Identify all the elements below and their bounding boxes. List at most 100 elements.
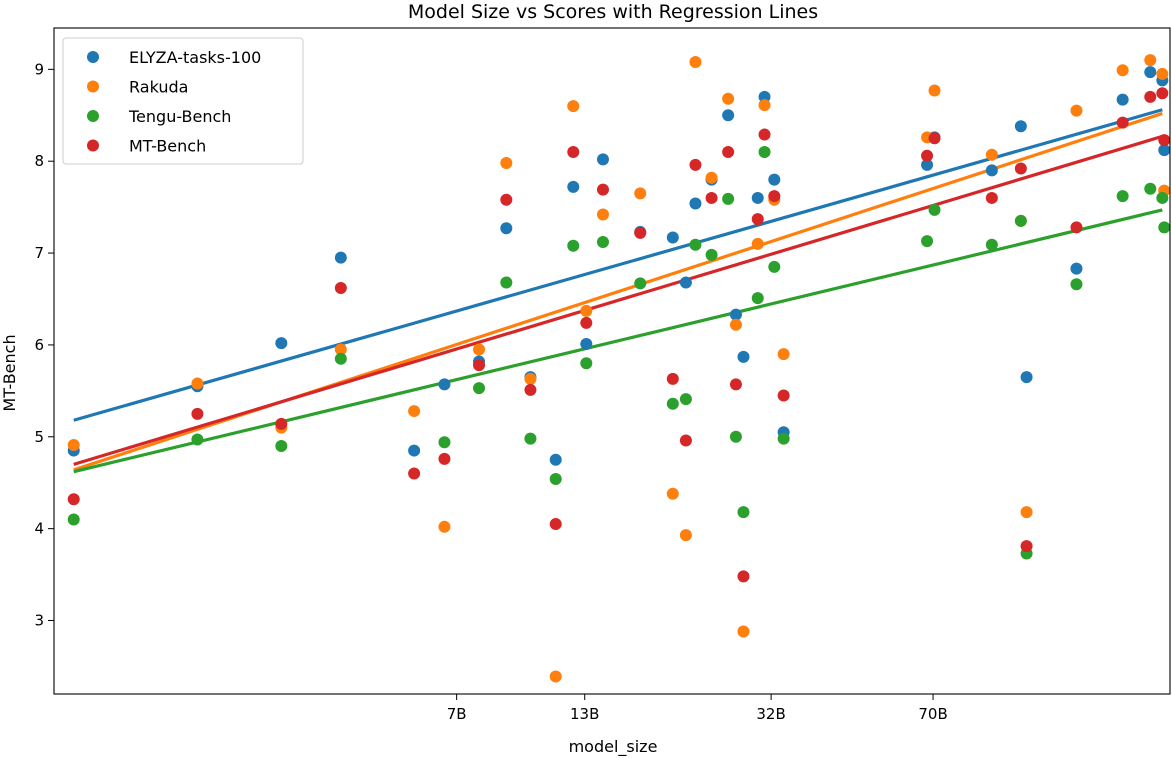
data-point bbox=[596, 236, 609, 249]
data-point bbox=[751, 237, 764, 250]
data-point bbox=[722, 109, 735, 122]
data-point bbox=[729, 430, 742, 443]
x-tick-label: 7B bbox=[447, 705, 467, 723]
data-point bbox=[580, 304, 593, 317]
data-point bbox=[985, 148, 998, 161]
x-axis-label: model_size bbox=[569, 737, 658, 757]
data-point bbox=[737, 625, 750, 638]
data-point bbox=[567, 146, 580, 159]
data-point bbox=[729, 308, 742, 321]
data-point bbox=[596, 183, 609, 196]
data-point bbox=[777, 348, 790, 361]
data-point bbox=[567, 180, 580, 193]
data-point bbox=[666, 231, 679, 244]
data-point bbox=[1156, 191, 1169, 204]
data-point bbox=[567, 100, 580, 113]
regression-line-2 bbox=[73, 208, 1163, 474]
data-point bbox=[1070, 221, 1083, 234]
data-point bbox=[722, 92, 735, 105]
data-point bbox=[928, 84, 941, 97]
data-point bbox=[334, 251, 347, 264]
data-points bbox=[67, 54, 1171, 683]
data-point bbox=[666, 372, 679, 385]
data-point bbox=[1156, 87, 1169, 100]
data-point bbox=[1158, 144, 1171, 157]
data-point bbox=[500, 276, 513, 289]
data-point bbox=[191, 407, 204, 420]
data-point bbox=[751, 191, 764, 204]
data-point bbox=[500, 193, 513, 206]
data-point bbox=[1014, 120, 1027, 133]
data-point bbox=[524, 372, 537, 385]
data-point bbox=[768, 173, 781, 186]
data-point bbox=[596, 153, 609, 166]
data-point bbox=[1144, 66, 1157, 79]
data-point bbox=[438, 520, 451, 533]
data-point bbox=[524, 432, 537, 445]
data-point bbox=[985, 164, 998, 177]
x-axis-ticks: 7B 13B 32B 70B bbox=[447, 694, 948, 723]
data-point bbox=[596, 208, 609, 221]
data-point bbox=[438, 378, 451, 391]
x-tick-label: 70B bbox=[918, 705, 947, 723]
y-axis-label: MT-Bench bbox=[0, 334, 19, 411]
data-point bbox=[1144, 182, 1157, 195]
y-tick-label: 3 bbox=[34, 612, 44, 630]
data-point bbox=[777, 432, 790, 445]
data-point bbox=[729, 378, 742, 391]
data-point bbox=[722, 146, 735, 159]
data-point bbox=[921, 158, 934, 171]
data-point bbox=[777, 389, 790, 402]
data-point bbox=[334, 352, 347, 365]
data-point bbox=[679, 393, 692, 406]
data-point bbox=[1116, 190, 1129, 203]
data-point bbox=[634, 226, 647, 239]
data-point bbox=[751, 292, 764, 305]
data-point bbox=[689, 238, 702, 251]
data-point bbox=[679, 276, 692, 289]
legend-marker bbox=[87, 110, 99, 122]
data-point bbox=[67, 513, 80, 526]
data-point bbox=[1014, 214, 1027, 227]
data-point bbox=[705, 191, 718, 204]
data-point bbox=[1116, 64, 1129, 77]
data-point bbox=[737, 350, 750, 363]
data-point bbox=[729, 318, 742, 331]
legend-label: Tengu-Bench bbox=[128, 107, 231, 126]
data-point bbox=[921, 235, 934, 248]
x-tick-label: 32B bbox=[756, 705, 785, 723]
data-point bbox=[275, 439, 288, 452]
data-point bbox=[473, 359, 486, 372]
y-axis-ticks: 3 4 5 6 7 8 9 bbox=[34, 60, 54, 630]
plot-area bbox=[53, 27, 1171, 695]
data-point bbox=[1116, 93, 1129, 106]
legend-label: ELYZA-tasks-100 bbox=[129, 48, 261, 67]
data-point bbox=[985, 238, 998, 251]
data-point bbox=[666, 397, 679, 410]
data-point bbox=[1020, 540, 1033, 553]
x-tick-label: 13B bbox=[570, 705, 599, 723]
data-point bbox=[473, 382, 486, 395]
legend-box bbox=[62, 37, 304, 165]
data-point bbox=[758, 146, 771, 159]
data-point bbox=[768, 260, 781, 273]
data-point bbox=[580, 357, 593, 370]
legend-marker bbox=[87, 139, 99, 152]
data-point bbox=[500, 157, 513, 170]
data-point bbox=[500, 222, 513, 235]
data-point bbox=[928, 132, 941, 145]
data-point bbox=[408, 444, 421, 457]
data-point bbox=[67, 493, 80, 506]
data-point bbox=[768, 190, 781, 203]
data-point bbox=[928, 203, 941, 216]
chart-title: Model Size vs Scores with Regression Lin… bbox=[408, 1, 818, 23]
legend-label: Rakuda bbox=[129, 78, 188, 97]
regression-line-0 bbox=[73, 108, 1163, 422]
data-point bbox=[737, 506, 750, 519]
data-point bbox=[1144, 90, 1157, 103]
data-point bbox=[689, 55, 702, 68]
data-point bbox=[191, 433, 204, 446]
data-point bbox=[1070, 278, 1083, 291]
data-point bbox=[634, 187, 647, 200]
